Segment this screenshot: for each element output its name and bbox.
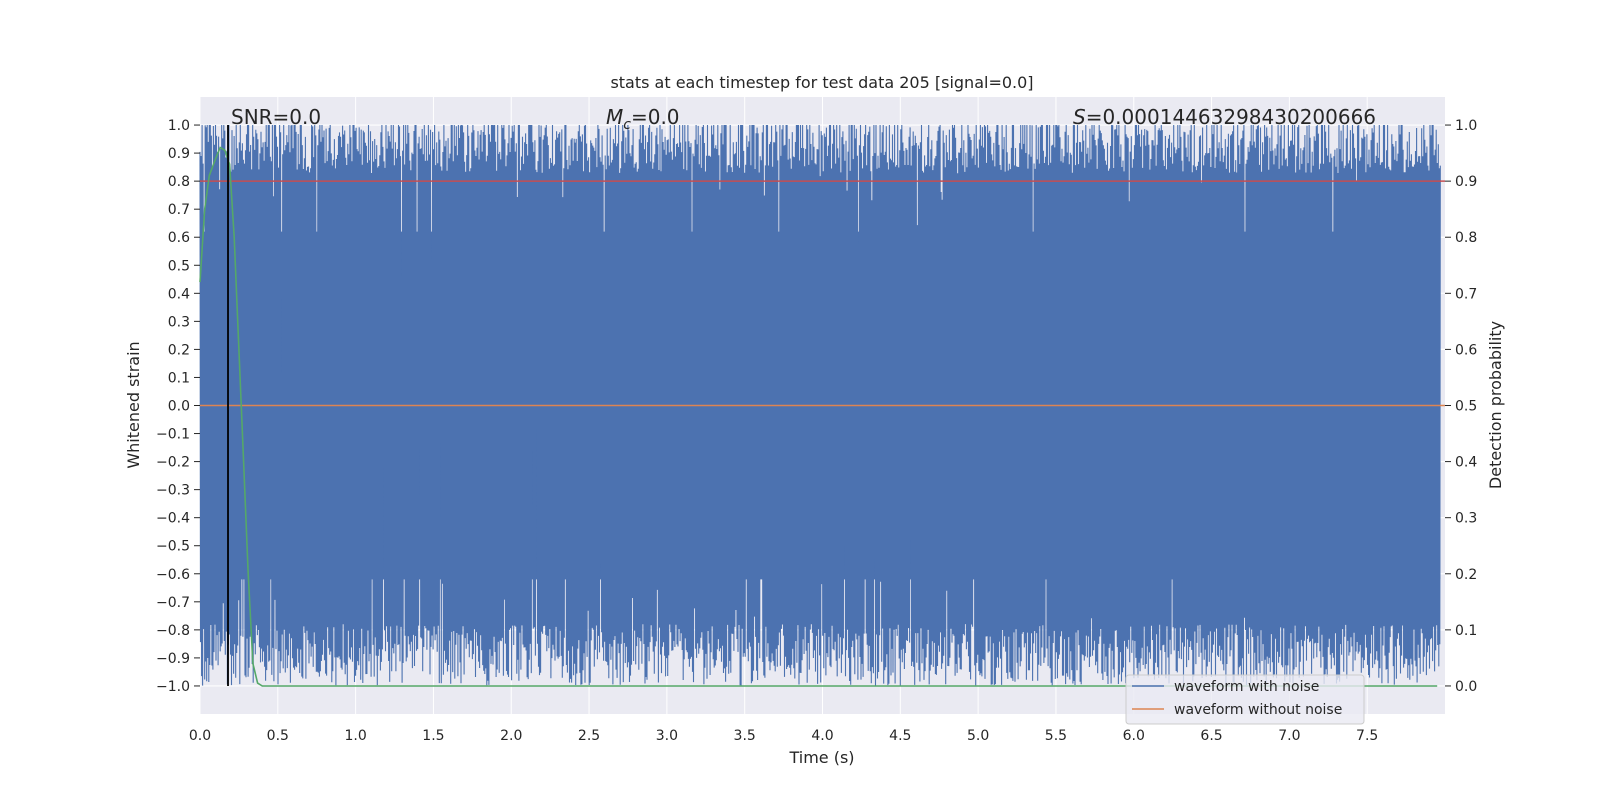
- x-tick-label: 3.5: [734, 728, 756, 744]
- s-symbol: S: [1073, 105, 1086, 129]
- y-tick-label: 0.4: [168, 286, 190, 302]
- y-tick-label: 0.8: [168, 174, 190, 190]
- y-tick-label: 0.9: [168, 146, 190, 162]
- y-tick-label: −0.2: [156, 455, 190, 471]
- x-tick-label: 1.5: [422, 728, 444, 744]
- s-annotation: S=0.00014463298430200666: [1073, 105, 1376, 129]
- x-tick-label: 4.0: [811, 728, 833, 744]
- x-tick-label: 0.0: [189, 728, 211, 744]
- legend-box: [1125, 674, 1365, 725]
- x-tick-label: 2.5: [578, 728, 600, 744]
- y-tick-label: 0.7: [168, 202, 190, 218]
- y-tick-label: −0.7: [156, 595, 190, 611]
- x-tick-label: 6.5: [1200, 728, 1222, 744]
- y-right-tick-label: 0.1: [1455, 623, 1477, 639]
- y-tick-label: −0.3: [156, 483, 190, 499]
- x-tick-label: 1.0: [344, 728, 366, 744]
- mc-value: =0.0: [631, 105, 680, 129]
- y-tick-label: 0.1: [168, 370, 190, 386]
- y-tick-label: 0.6: [168, 230, 190, 246]
- snr-annotation: SNR=0.0: [231, 105, 321, 129]
- overlays: [199, 125, 1445, 687]
- y-tick-label: −0.1: [156, 427, 190, 443]
- y-axis-label: Whitened strain: [124, 341, 143, 468]
- x-tick-label: 5.0: [967, 728, 989, 744]
- x-tick-label: 2.0: [500, 728, 522, 744]
- x-tick-label: 6.0: [1123, 728, 1145, 744]
- ticks: 0.0 0.5 1.0 1.5 2.0 2.5 3.0 3.5 4.0 4.5 5.0 5.5 6.0 6…: [156, 118, 1477, 744]
- y-tick-label: −1.0: [156, 679, 190, 695]
- noise-line: [199, 124, 1441, 686]
- y-tick-label: 0.2: [168, 342, 190, 358]
- y-tick-label: −0.4: [156, 511, 190, 527]
- y-right-tick-label: 0.3: [1455, 511, 1477, 527]
- y-tick-label: 0.3: [168, 314, 190, 330]
- y-tick-label: 0.5: [168, 258, 190, 274]
- legend-label-clean: waveform without noise: [1174, 702, 1342, 718]
- mc-symbol: M: [606, 105, 623, 129]
- legend: waveform with noise waveform without noi…: [1125, 674, 1365, 725]
- y-right-tick-label: 0.2: [1455, 567, 1477, 583]
- x-tick-label: 0.5: [267, 728, 289, 744]
- y-tick-label: 0.0: [168, 399, 190, 415]
- y-right-tick-label: 0.6: [1455, 342, 1477, 358]
- y-right-tick-label: 0.7: [1455, 286, 1477, 302]
- y-tick-label: −0.5: [156, 539, 190, 555]
- y-right-tick-label: 0.5: [1455, 399, 1477, 415]
- chart-title: stats at each timestep for test data 205…: [610, 73, 1033, 92]
- y-right-tick-label: 0.0: [1455, 679, 1477, 695]
- y-right-tick-label: 0.9: [1455, 174, 1477, 190]
- x-tick-label: 7.0: [1278, 728, 1300, 744]
- x-tick-label: 4.5: [889, 728, 911, 744]
- y-tick-label: 1.0: [168, 118, 190, 134]
- y-tick-label: −0.9: [156, 651, 190, 667]
- y-right-tick-label: 0.4: [1455, 455, 1477, 471]
- x-tick-label: 3.0: [656, 728, 678, 744]
- y-tick-label: −0.6: [156, 567, 190, 583]
- y-tick-label: −0.8: [156, 623, 190, 639]
- y-right-tick-label: 0.8: [1455, 230, 1477, 246]
- y-right-axis-label: Detection probability: [1486, 321, 1505, 489]
- detection-probability-line: [199, 146, 1438, 687]
- s-value: =0.00014463298430200666: [1086, 105, 1376, 129]
- x-tick-label: 5.5: [1045, 728, 1067, 744]
- legend-label-noise: waveform with noise: [1174, 679, 1319, 695]
- mc-annotation: Mc=0.0: [606, 105, 680, 133]
- mc-subscript: c: [623, 117, 631, 133]
- y-right-tick-label: 1.0: [1455, 118, 1477, 134]
- x-tick-label: 7.5: [1356, 728, 1378, 744]
- x-axis-label: Time (s): [788, 748, 854, 767]
